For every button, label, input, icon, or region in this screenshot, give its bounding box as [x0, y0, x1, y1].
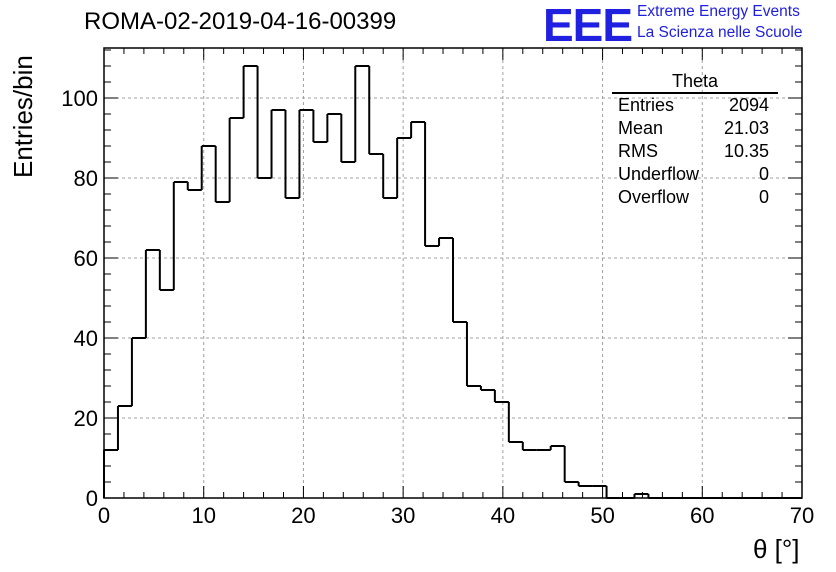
stats-row: RMS 10.35 — [612, 140, 778, 163]
stats-value: 2094 — [728, 95, 769, 115]
chart-title: ROMA-02-2019-04-16-00399 — [84, 8, 397, 35]
y-axis-label: Entries/bin — [8, 55, 38, 178]
y-tick-label: 100 — [61, 86, 98, 111]
x-tick-label: 40 — [491, 503, 515, 528]
stats-title: Theta — [612, 71, 778, 94]
stats-label: RMS — [618, 141, 658, 161]
x-tick-label: 10 — [191, 503, 215, 528]
stats-row: Underflow 0 — [612, 163, 778, 186]
stats-value: 21.03 — [723, 118, 769, 138]
stats-row: Overflow 0 — [612, 186, 778, 209]
stats-label: Entries — [618, 95, 675, 115]
logo-line-2: La Scienza nelle Scuole — [637, 24, 803, 41]
x-tick-label: 60 — [690, 503, 714, 528]
stats-label: Overflow — [618, 187, 690, 207]
logo-line-1: Extreme Energy Events — [637, 3, 800, 20]
stats-label: Underflow — [618, 164, 700, 184]
x-axis-label: θ [°] — [753, 534, 800, 564]
stats-box: Theta Entries 2094 Mean 21.03 RMS 10.35 … — [612, 71, 778, 209]
y-tick-label: 80 — [74, 166, 98, 191]
y-tick-label: 0 — [86, 486, 98, 511]
y-tick-label: 60 — [74, 246, 98, 271]
x-tick-label: 70 — [790, 503, 814, 528]
stats-label: Mean — [618, 118, 664, 138]
y-tick-label: 20 — [74, 406, 98, 431]
stats-row: Entries 2094 — [612, 94, 778, 117]
stats-row: Mean 21.03 — [612, 117, 778, 140]
plot-frame — [103, 47, 803, 499]
x-tick-label: 20 — [291, 503, 315, 528]
x-tick-label: 50 — [590, 503, 614, 528]
eee-logo: EEE — [543, 0, 633, 51]
stats-value: 0 — [758, 164, 769, 184]
x-tick-label: 0 — [98, 503, 110, 528]
x-tick-label: 30 — [391, 503, 415, 528]
stats-value: 10.35 — [723, 141, 769, 161]
y-tick-label: 40 — [74, 326, 98, 351]
stats-value: 0 — [758, 187, 769, 207]
